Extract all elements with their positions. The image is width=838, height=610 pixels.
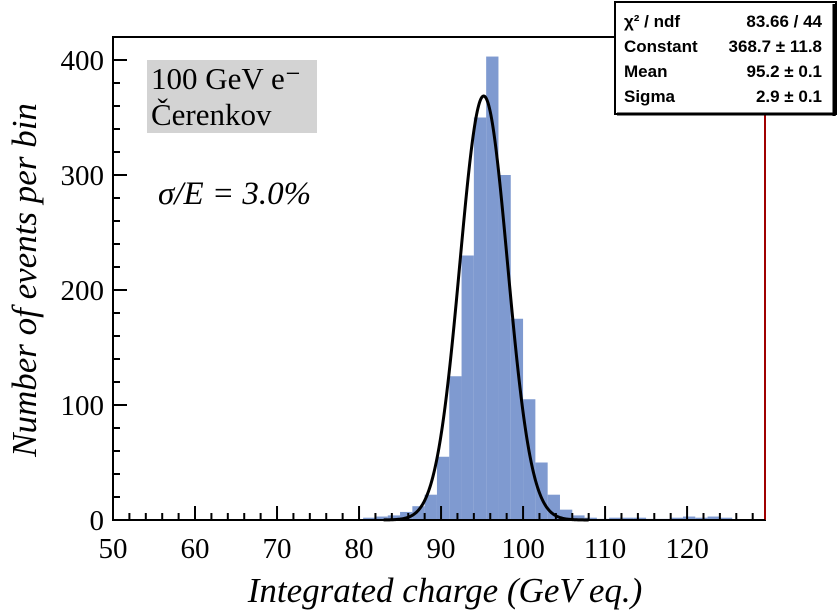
resolution-label: σ/E = 3.0% — [158, 176, 311, 212]
histogram-bar — [461, 255, 474, 520]
histogram-bar — [486, 56, 499, 521]
stats-value: 2.9 ± 0.1 — [756, 87, 822, 106]
histogram-bar — [424, 494, 437, 520]
y-axis-title: Number of events per bin — [5, 103, 44, 458]
stats-label: Mean — [624, 62, 667, 81]
stats-label: Constant — [624, 37, 698, 56]
y-tick-label: 400 — [61, 45, 105, 77]
histogram-bar — [682, 516, 696, 520]
y-tick-label: 200 — [61, 275, 105, 307]
histogram-bar — [719, 517, 733, 520]
histogram-bar — [707, 516, 720, 520]
histogram-bar — [375, 516, 388, 520]
x-tick-label: 60 — [181, 533, 210, 565]
histogram-bar — [572, 515, 585, 520]
y-tick-label: 0 — [90, 505, 105, 537]
histogram-bar — [621, 517, 634, 520]
histogram-bar — [412, 506, 425, 520]
stats-label: Sigma — [624, 87, 676, 106]
histogram-bar — [436, 456, 450, 520]
y-axis-ticks: 0 100 200 300 400 — [61, 36, 127, 537]
histogram-bar — [535, 462, 548, 520]
beam-label: 100 GeV e⁻ — [151, 61, 301, 96]
y-tick-label: 100 — [61, 390, 105, 422]
stats-value: 95.2 ± 0.1 — [747, 62, 823, 81]
gaussian-fit-curve — [383, 94, 589, 522]
x-axis-ticks: 50 60 70 80 90 100 110 120 — [99, 506, 754, 565]
histogram-bar — [510, 318, 524, 520]
detector-label: Čerenkov — [151, 97, 272, 132]
label-box — [147, 60, 317, 133]
histogram-bar — [559, 509, 573, 520]
histogram-bar — [449, 376, 462, 520]
x-tick-label: 110 — [584, 533, 626, 565]
histogram-bars — [363, 56, 733, 521]
x-tick-label: 90 — [427, 533, 456, 565]
stats-box: χ² / ndf 83.66 / 44 Constant 368.7 ± 11.8 Me… — [614, 1, 837, 116]
histogram-bar — [584, 517, 597, 520]
stats-label: χ² / ndf — [624, 12, 680, 31]
x-tick-label: 80 — [345, 533, 374, 565]
histogram-bar — [609, 517, 622, 520]
histogram-bar — [400, 511, 413, 520]
stats-value: 83.66 / 44 — [746, 12, 822, 31]
histogram-bar — [670, 517, 683, 520]
y-tick-label: 300 — [61, 160, 105, 192]
histogram-bar — [363, 517, 376, 520]
histogram-bar — [473, 117, 487, 520]
x-tick-label: 120 — [665, 533, 709, 565]
x-tick-label: 50 — [99, 533, 128, 565]
histogram-bar — [387, 515, 401, 520]
x-tick-label: 100 — [501, 533, 545, 565]
x-tick-label: 70 — [263, 533, 292, 565]
histogram-bar — [633, 517, 647, 520]
stats-value: 368.7 ± 11.8 — [729, 37, 822, 56]
x-axis-title: Integrated charge (GeV eq.) — [247, 571, 643, 610]
histogram-bar — [695, 517, 708, 520]
